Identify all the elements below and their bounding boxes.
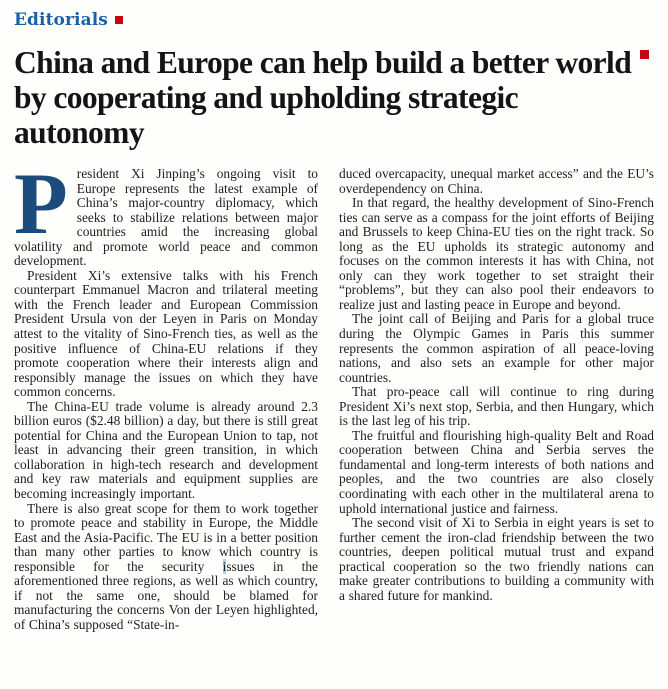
article-paragraph: President Xi’s extensive talks with his … bbox=[14, 267, 318, 400]
dropcap-letter: P bbox=[14, 156, 68, 253]
section-header: Editorials bbox=[14, 8, 654, 32]
article-paragraph: That pro-peace call will continue to rin… bbox=[339, 384, 654, 429]
article-paragraph: The joint call of Beijing and Paris for … bbox=[339, 311, 654, 385]
article-paragraph: In that regard, the healthy development … bbox=[339, 195, 654, 312]
headline-line-2: by cooperating and upholding strategic a… bbox=[14, 80, 519, 150]
article-paragraph: The second visit of Xi to Serbia in eigh… bbox=[339, 515, 654, 603]
section-label: Editorials bbox=[14, 10, 108, 30]
article-paragraph: There is also great scope for them to wo… bbox=[14, 500, 318, 632]
article-paragraph: The China-EU trade volume is already aro… bbox=[14, 398, 318, 502]
article-paragraph: The fruitful and flourishing high-qualit… bbox=[339, 427, 654, 516]
article-headline: China and Europe can help build a better… bbox=[14, 45, 654, 150]
red-square-icon bbox=[640, 50, 650, 59]
text-cursor-highlight: i bbox=[222, 558, 227, 574]
headline-line-1: China and Europe can help build a better… bbox=[14, 45, 632, 80]
article-column-right: duced overcapacity, unequal market acces… bbox=[339, 166, 654, 633]
red-square-icon bbox=[114, 16, 123, 24]
article-paragraph: duced overcapacity, unequal market acces… bbox=[339, 166, 654, 196]
